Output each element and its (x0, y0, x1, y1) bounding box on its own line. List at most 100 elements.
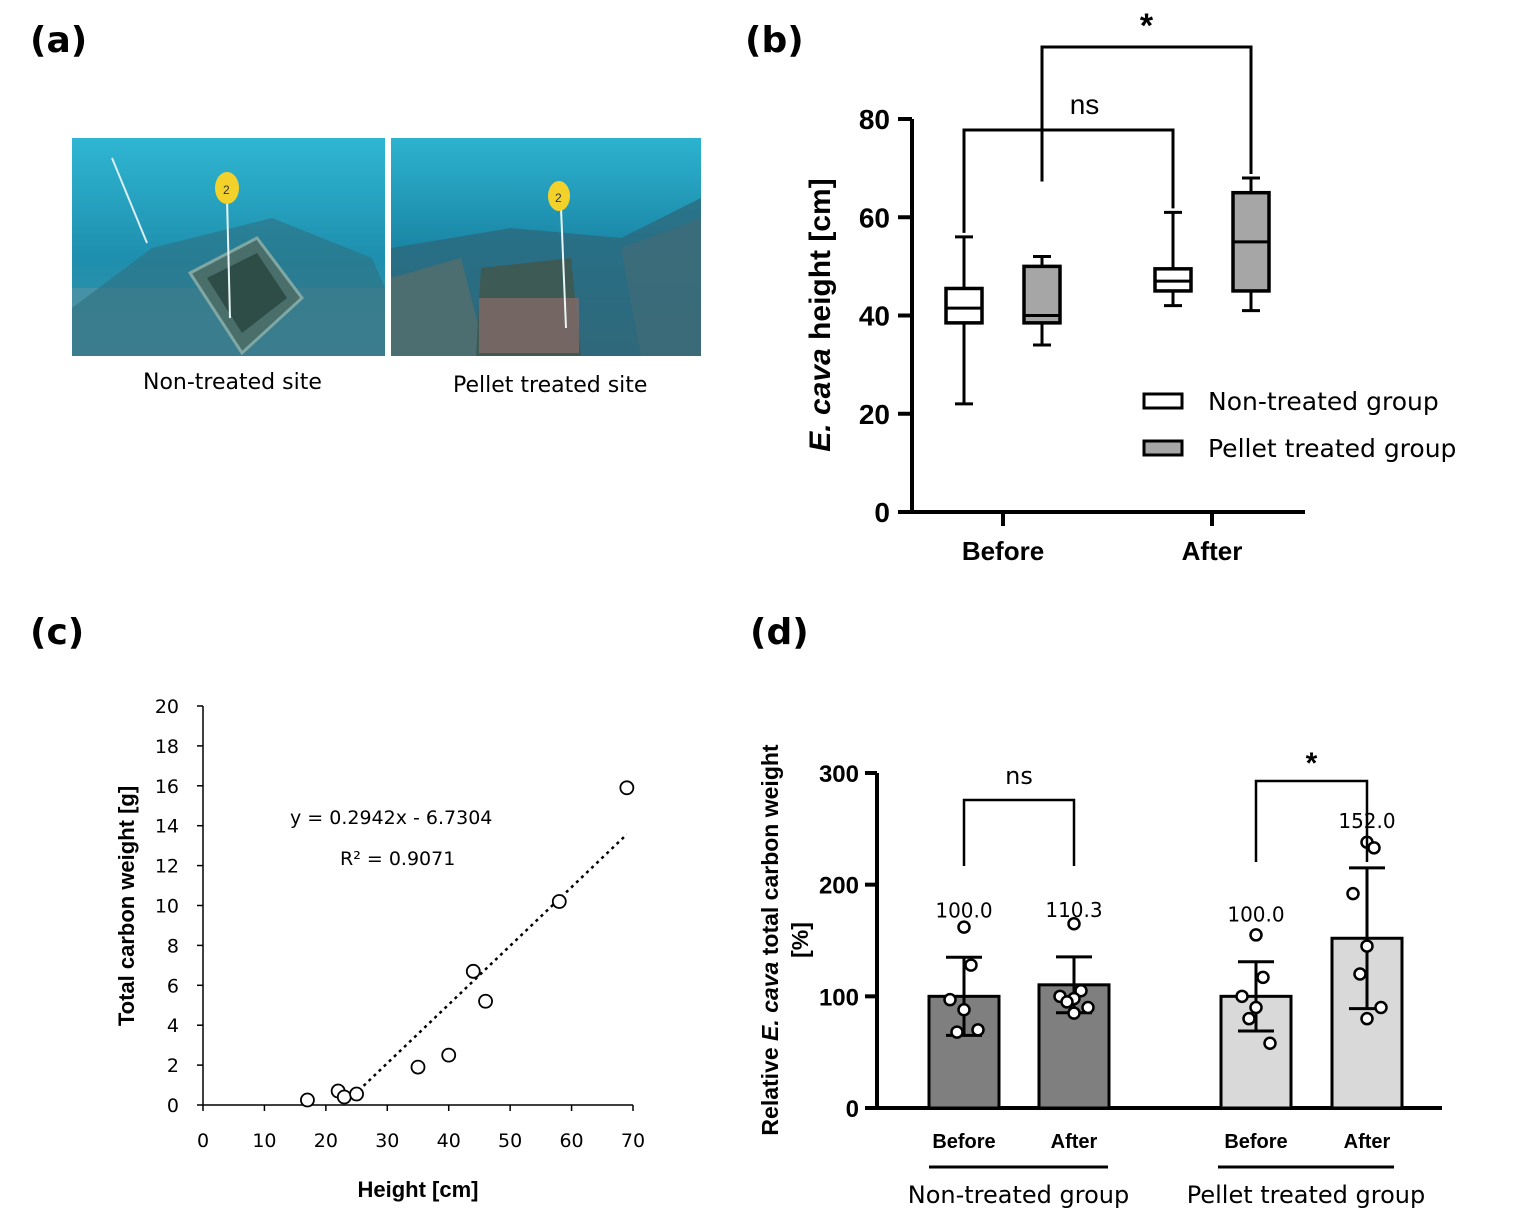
significance-bracket (962, 798, 1076, 866)
y-tick-label: 18 (155, 736, 179, 758)
buoy-tag-text: 2 (223, 183, 230, 197)
panel-label-a: (a) (30, 20, 88, 61)
regression-equation: y = 0.2942x - 6.7304 (290, 807, 492, 829)
significance-label: ns (1070, 89, 1100, 120)
legend-label: Pellet treated group (1208, 434, 1456, 463)
data-point (964, 958, 978, 972)
x-tick-label: Before (1224, 1131, 1287, 1153)
scatter-chart: 0 2 4 6 8 10 12 14 16 18 20 0 10 20 30 40 50 60 70 Total c… (114, 696, 645, 1202)
panel-label-d: (d) (750, 612, 809, 653)
y-tick-label: 10 (155, 896, 179, 918)
group-label: Pellet treated group (1187, 1181, 1426, 1209)
scatter-point (300, 1092, 315, 1108)
data-point (1346, 886, 1360, 901)
x-tick-label: After (1182, 536, 1243, 566)
x-axis-label: Height [cm] (358, 1177, 479, 1202)
x-tick-label: 50 (498, 1130, 522, 1152)
significance-bracket (1040, 45, 1253, 182)
x-tick-label: After (1051, 1131, 1098, 1153)
data-point (1256, 970, 1270, 985)
scatter-point (349, 1086, 364, 1102)
x-tick-label: Before (932, 1131, 995, 1153)
scatter-point (465, 963, 481, 979)
legend-label: Non-treated group (1208, 387, 1439, 416)
x-tick-label: 10 (252, 1130, 276, 1152)
y-tick-label: 200 (819, 873, 859, 900)
data-point (1060, 995, 1074, 1009)
data-point (1360, 1011, 1374, 1026)
trendline (352, 833, 628, 1097)
x-tick-label: 70 (621, 1130, 645, 1152)
y-tick-label: 0 (167, 1095, 179, 1117)
legend-swatch (1142, 439, 1184, 457)
scatter-point (336, 1089, 352, 1105)
buoy-marker (215, 172, 239, 204)
y-tick-label: 0 (874, 497, 890, 528)
data-point (1353, 967, 1367, 981)
value-label: 100.0 (1227, 903, 1284, 927)
x-tick-label: 60 (559, 1130, 583, 1152)
scatter-point (551, 894, 567, 909)
x-tick-label: 40 (437, 1130, 461, 1152)
y-tick-label: 20 (859, 399, 890, 430)
panel-label-c: (c) (30, 612, 85, 653)
r-squared-label: R² = 0.9071 (340, 848, 455, 870)
y-tick-label: 14 (155, 816, 179, 838)
group-label: Non-treated group (908, 1181, 1129, 1209)
data-point (1081, 1000, 1095, 1015)
y-tick-label: 0 (846, 1096, 859, 1123)
data-point (1249, 928, 1263, 942)
data-point (1067, 1006, 1081, 1020)
significance-label: * (1140, 7, 1154, 45)
scatter-point (410, 1059, 426, 1075)
data-point (1367, 841, 1381, 855)
x-tick-label: 20 (314, 1130, 338, 1152)
data-point (1360, 939, 1374, 953)
data-point (1242, 1011, 1256, 1026)
caption-pellet-treated-site: Pellet treated site (453, 373, 648, 398)
data-point (1263, 1036, 1277, 1050)
legend-swatch (1142, 392, 1184, 410)
significance-bracket (1254, 779, 1369, 862)
data-point (957, 920, 971, 934)
buoy-tag-text: 2 (555, 191, 562, 205)
x-tick-label: 30 (375, 1130, 399, 1152)
x-tick-label: After (1344, 1131, 1391, 1153)
box (944, 286, 984, 325)
y-tick-label: 40 (859, 301, 890, 332)
data-point (950, 1025, 964, 1039)
y-tick-label: 20 (155, 696, 179, 718)
y-tick-label: 16 (155, 776, 179, 798)
scatter-point (478, 993, 493, 1009)
data-point (1374, 1000, 1388, 1015)
y-axis-label: Relative E. cava total carbon weight (757, 744, 783, 1135)
x-tick-label: Before (962, 536, 1044, 566)
significance-bracket (962, 128, 1175, 233)
data-point (1249, 1000, 1263, 1015)
y-axis-label: E. cava height [cm] (804, 178, 837, 451)
y-tick-label: 60 (859, 202, 890, 233)
y-axis-label-unit: [%] (787, 922, 813, 958)
data-point (957, 1002, 971, 1017)
significance-label: ns (1005, 762, 1033, 790)
scatter-point (619, 780, 635, 796)
significance-label: * (1306, 747, 1318, 780)
scatter-point (441, 1047, 457, 1063)
value-label: 100.0 (935, 898, 992, 922)
data-point (1235, 989, 1249, 1004)
y-axis-label: Total carbon weight [g] (114, 786, 139, 1026)
bar (1330, 936, 1404, 1110)
x-tick-label: 0 (197, 1130, 209, 1152)
y-tick-label: 4 (167, 1015, 179, 1037)
y-tick-label: 6 (167, 975, 179, 997)
data-point (971, 1023, 985, 1037)
y-tick-label: 2 (167, 1055, 179, 1077)
caption-non-treated-site: Non-treated site (143, 370, 322, 395)
panel-label-b: (b) (745, 20, 804, 61)
y-tick-label: 8 (167, 935, 179, 957)
value-label: 110.3 (1045, 898, 1102, 922)
box-plot-chart: 0 20 40 60 80 Before After ns * Non-treated gro… (804, 7, 1456, 566)
y-tick-label: 300 (819, 761, 859, 788)
data-point (943, 992, 957, 1007)
data-point (1067, 917, 1081, 931)
